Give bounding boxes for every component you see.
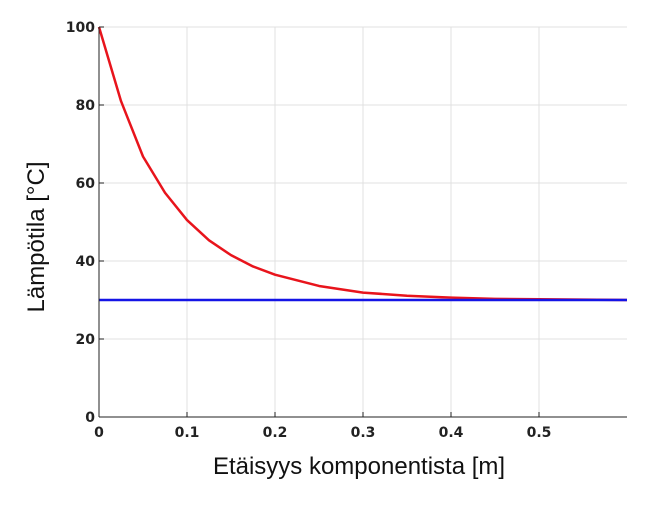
- grid-lines: [99, 26, 627, 417]
- y-tick-label: 80: [76, 98, 96, 114]
- x-axis-label: Etäisyys komponentista [m]: [213, 453, 505, 480]
- y-tick-label: 100: [66, 20, 95, 36]
- series-group: [97, 26, 628, 302]
- x-tick-label: 0.1: [175, 425, 200, 441]
- tick-labels: 0 0.1 0.2 0.3 0.4 0.5 0 20 40 60 80 100: [66, 20, 552, 441]
- y-axis-label: Lämpötila [°C]: [23, 162, 50, 313]
- x-tick-label: 0.2: [263, 425, 288, 441]
- x-tick-label: 0.5: [527, 425, 552, 441]
- y-tick-label: 40: [76, 254, 96, 270]
- y-tick-label: 0: [85, 410, 95, 426]
- x-tick-label: 0: [94, 425, 104, 441]
- x-tick-label: 0.4: [439, 425, 464, 441]
- y-tick-label: 20: [76, 332, 96, 348]
- y-tick-label: 60: [76, 176, 96, 192]
- axes: [98, 26, 627, 418]
- x-tick-label: 0.3: [351, 425, 376, 441]
